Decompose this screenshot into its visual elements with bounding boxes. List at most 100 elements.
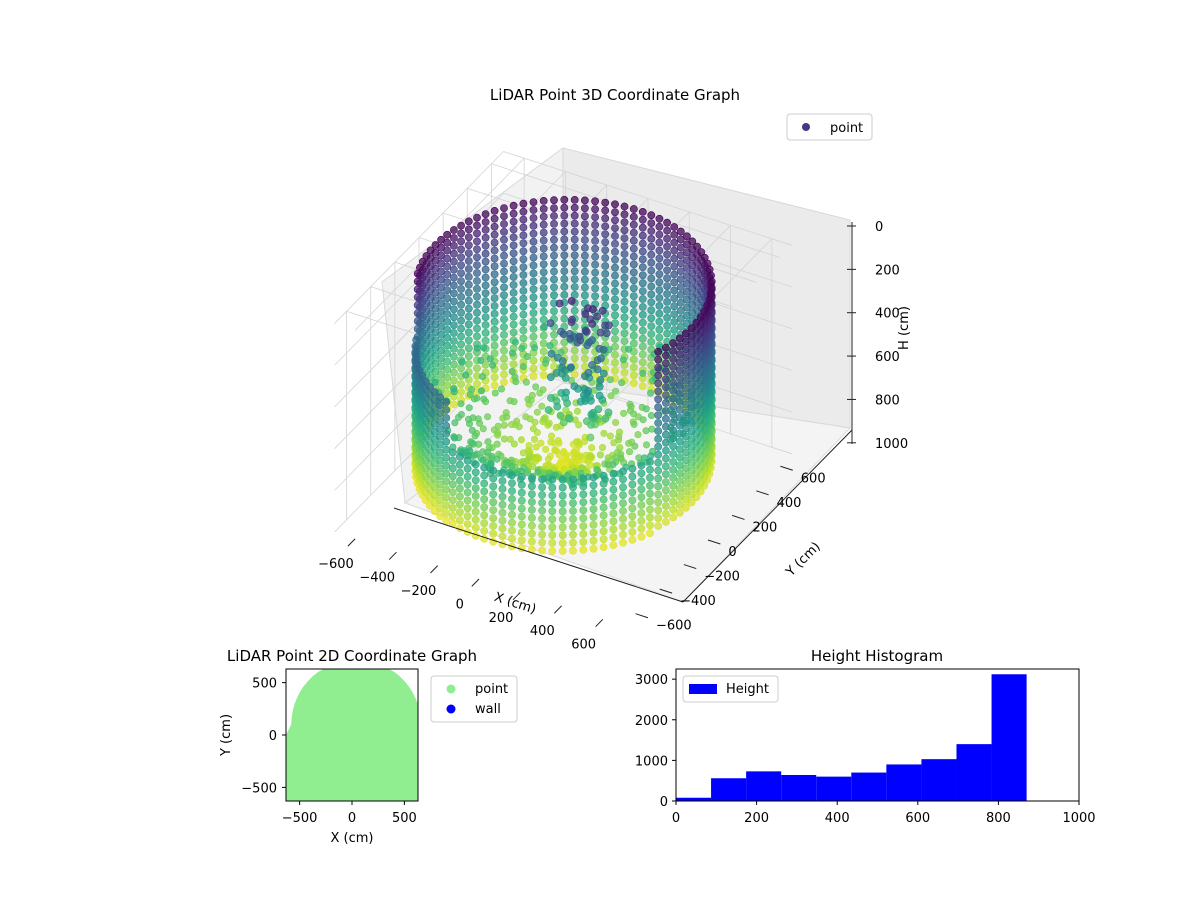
scatter-3d-point: [489, 530, 498, 538]
scatter-3d-point: [618, 379, 626, 387]
scatter-3d-point: [596, 376, 605, 384]
scatter-3d-point: [638, 279, 647, 288]
scatter-3d-point: [675, 358, 684, 367]
scatter-3d-point: [473, 324, 481, 333]
scatter-3d-point: [675, 429, 684, 438]
scatter-3d-point: [463, 480, 472, 489]
scatter-3d-point: [611, 255, 619, 264]
scatter-3d-point: [517, 480, 526, 489]
scatter-3d-point: [517, 512, 526, 521]
scatter-3d-point: [500, 220, 508, 228]
scatter-3d-point: [629, 308, 638, 316]
scatter-3d-point: [700, 307, 709, 316]
histogram-bar: [886, 764, 922, 801]
scatter-3d-point: [629, 212, 638, 221]
scatter-3d-point: [655, 317, 664, 326]
scatter-3d-point: [569, 507, 577, 515]
scatter-3d-point: [591, 205, 599, 214]
scatter-3d-point: [528, 498, 536, 506]
scatter-3d-point: [629, 252, 638, 261]
scatter-3d-point: [508, 502, 516, 511]
scatter-3d-point: [515, 423, 523, 431]
scatter-3d-point: [448, 464, 457, 473]
chart-2d-xlabel: X (cm): [331, 831, 374, 846]
x-tick-5: [553, 605, 562, 614]
scatter-3d-point: [537, 439, 545, 447]
scatter-3d-point: [548, 499, 557, 508]
scatter-3d-point: [481, 336, 490, 345]
scatter-3d-point: [567, 297, 576, 305]
scatter-3d-point: [449, 273, 458, 282]
scatter-3d-point: [490, 222, 499, 231]
scatter-3d-point: [466, 390, 474, 398]
scatter-3d-point: [670, 238, 679, 247]
scatter-3d-point: [498, 492, 507, 501]
hist-ytick-label-2: 2000: [635, 714, 668, 729]
scatter-3d-point: [523, 469, 531, 477]
scatter-3d-point: [576, 336, 585, 345]
scatter-3d-point: [500, 275, 508, 284]
scatter-3d-point: [519, 207, 528, 216]
scatter-3d-point: [550, 307, 558, 315]
scatter-3d-point: [449, 313, 458, 322]
scatter-3d-point: [611, 327, 619, 335]
scatter-3d-point: [544, 455, 552, 463]
y-tick-2: [683, 564, 697, 570]
scatter-3d-point: [588, 361, 596, 369]
histogram-bar: [711, 778, 747, 801]
scatter-3d-point: [555, 439, 563, 447]
scatter-3d-point: [560, 235, 569, 244]
scatter-3d-point: [436, 417, 444, 425]
scatter-3d-point: [498, 469, 507, 477]
scatter-3d-point: [480, 527, 489, 535]
scatter-3d-point: [529, 364, 538, 373]
scatter-3d-point: [670, 270, 679, 279]
scatter-3d-point: [490, 270, 499, 279]
scatter-3d-point: [591, 284, 599, 293]
scatter-3d-point: [443, 365, 452, 374]
scatter-3d-point: [463, 504, 472, 513]
legend-2d: point wall: [430, 675, 518, 723]
scatter-3d-point: [473, 229, 481, 238]
scatter-3d-point: [597, 354, 605, 363]
scatter-3d-point: [628, 528, 637, 536]
scatter-3d-point: [464, 360, 473, 368]
scatter-3d-point: [481, 281, 490, 290]
histogram-frame: [675, 668, 1080, 802]
scatter-3d-point: [448, 480, 457, 489]
scatter-3d-point: [560, 203, 569, 212]
scatter-3d-point: [591, 244, 599, 253]
scatter-3d-point: [669, 458, 677, 466]
scatter-3d-point: [528, 521, 536, 530]
scatter-3d-point: [553, 402, 562, 411]
scatter-3d-point: [662, 422, 670, 431]
scatter-3d-point: [620, 409, 628, 417]
scatter-3d-point: [682, 392, 690, 401]
scatter-3d-point: [546, 373, 555, 381]
scatter-3d-point: [607, 392, 615, 400]
scatter-3d-point: [448, 456, 457, 465]
scatter-3d-point: [519, 302, 528, 311]
scatter-3d-point: [481, 225, 490, 234]
scatter-3d-point: [620, 226, 629, 235]
scatter-3d-point: [539, 299, 548, 308]
scatter-3d-point: [599, 495, 608, 504]
scatter-3d-point: [599, 543, 608, 551]
scatter-3d-point: [654, 490, 663, 499]
scatter-3d-point: [442, 485, 451, 494]
scatter-3d-point: [655, 238, 664, 247]
scatter-3d-point: [676, 235, 685, 244]
scatter-3d-point: [490, 214, 499, 223]
scatter-3d-point: [570, 354, 579, 363]
scatter-3d-point: [481, 210, 490, 218]
scatter-3d-point: [457, 340, 465, 349]
scatter-3d-point: [457, 277, 465, 285]
scatter-3d-point: [473, 300, 481, 309]
scatter-3d-point: [647, 242, 656, 251]
scatter-3d-point: [490, 238, 499, 247]
scatter-3d-point: [581, 354, 589, 363]
scatter-3d-point: [512, 378, 520, 386]
legend-3d-box: [786, 113, 873, 141]
z-tick-label-1: 200: [875, 263, 900, 278]
scatter-3d-point: [687, 324, 696, 333]
